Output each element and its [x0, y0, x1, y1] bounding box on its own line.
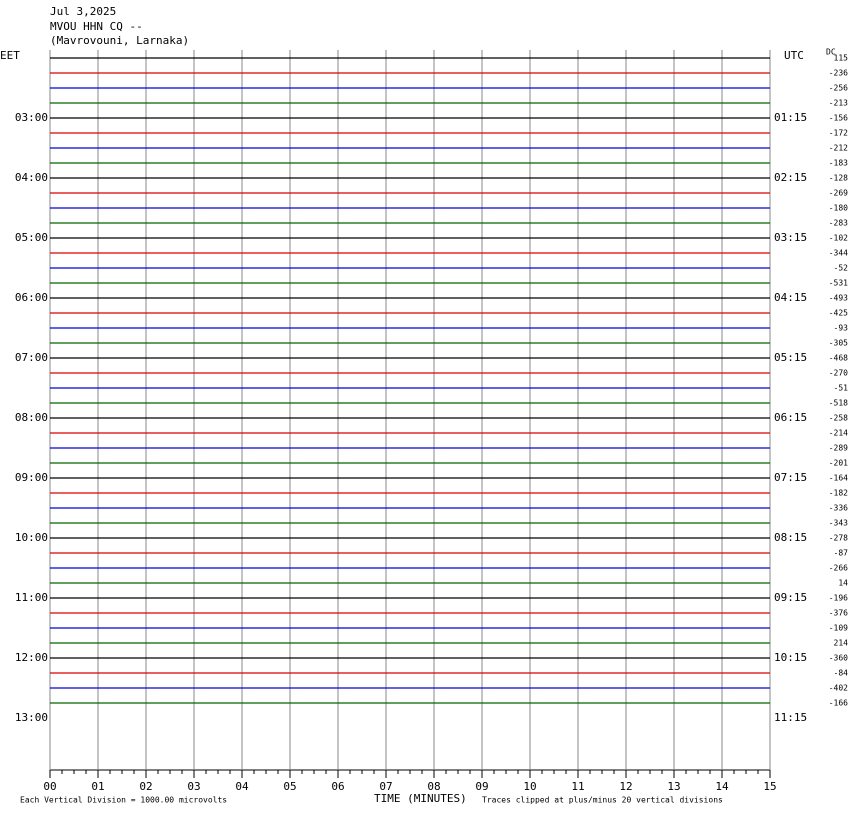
x-tick-label: 05 — [283, 780, 296, 793]
left-zone: EET — [0, 49, 20, 62]
dc-value: -360 — [829, 654, 848, 663]
x-tick-label: 15 — [763, 780, 776, 793]
dc-value: -256 — [829, 84, 848, 93]
dc-value: -269 — [829, 189, 848, 198]
dc-value: -109 — [829, 624, 848, 633]
x-tick-label: 08 — [427, 780, 440, 793]
left-time-label: 09:00 — [15, 471, 48, 484]
dc-value: -180 — [829, 204, 848, 213]
x-tick-label: 09 — [475, 780, 488, 793]
right-time-label: 05:15 — [774, 351, 807, 364]
left-time-label: 13:00 — [15, 711, 48, 724]
dc-value: -52 — [834, 264, 849, 273]
right-time-label: 10:15 — [774, 651, 807, 664]
dc-value: -93 — [834, 324, 849, 333]
dc-value: -214 — [829, 429, 848, 438]
x-tick-label: 01 — [91, 780, 104, 793]
dc-value: -172 — [829, 129, 848, 138]
dc-value: -283 — [829, 219, 848, 228]
dc-value: -376 — [829, 609, 848, 618]
left-time-label: 12:00 — [15, 651, 48, 664]
dc-value: -236 — [829, 69, 848, 78]
left-time-label: 06:00 — [15, 291, 48, 304]
right-time-label: 04:15 — [774, 291, 807, 304]
left-time-label: 04:00 — [15, 171, 48, 184]
title-date: Jul 3,2025 — [50, 5, 116, 18]
right-time-label: 03:15 — [774, 231, 807, 244]
dc-value: -343 — [829, 519, 848, 528]
right-time-label: 02:15 — [774, 171, 807, 184]
dc-value: -258 — [829, 414, 848, 423]
dc-value: -289 — [829, 444, 848, 453]
dc-value: -493 — [829, 294, 848, 303]
dc-value: -425 — [829, 309, 848, 318]
dc-value: -102 — [829, 234, 848, 243]
x-tick-label: 10 — [523, 780, 536, 793]
right-time-label: 07:15 — [774, 471, 807, 484]
dc-value: -87 — [834, 549, 849, 558]
x-axis-label: TIME (MINUTES) — [374, 792, 467, 805]
x-tick-label: 13 — [667, 780, 680, 793]
dc-label: DC — [826, 48, 836, 57]
x-tick-label: 03 — [187, 780, 200, 793]
x-tick-label: 02 — [139, 780, 152, 793]
dc-value: -266 — [829, 564, 848, 573]
dc-value: -183 — [829, 159, 848, 168]
dc-value: -84 — [834, 669, 849, 678]
dc-value: -468 — [829, 354, 848, 363]
dc-value: -344 — [829, 249, 848, 258]
dc-value: -156 — [829, 114, 848, 123]
dc-value: 115 — [834, 54, 849, 63]
dc-value: -166 — [829, 699, 848, 708]
dc-value: -402 — [829, 684, 848, 693]
left-time-label: 11:00 — [15, 591, 48, 604]
dc-value: -305 — [829, 339, 848, 348]
left-time-label: 05:00 — [15, 231, 48, 244]
dc-value: 214 — [834, 639, 849, 648]
dc-value: -278 — [829, 534, 848, 543]
title-location: (Mavrovouni, Larnaka) — [50, 34, 189, 47]
title-station: MVOU HHN CQ -- — [50, 20, 143, 33]
dc-value: -128 — [829, 174, 848, 183]
left-time-label: 10:00 — [15, 531, 48, 544]
clip-note: Traces clipped at plus/minus 20 vertical… — [482, 796, 723, 805]
dc-value: -212 — [829, 144, 848, 153]
dc-value: -51 — [834, 384, 849, 393]
left-time-label: 08:00 — [15, 411, 48, 424]
left-time-label: 03:00 — [15, 111, 48, 124]
right-time-label: 01:15 — [774, 111, 807, 124]
x-tick-label: 14 — [715, 780, 729, 793]
dc-value: -182 — [829, 489, 848, 498]
dc-value: -336 — [829, 504, 848, 513]
left-time-label: 07:00 — [15, 351, 48, 364]
right-time-label: 06:15 — [774, 411, 807, 424]
scale-note: Each Vertical Division = 1000.00 microvo… — [20, 796, 227, 805]
right-time-label: 09:15 — [774, 591, 807, 604]
x-tick-label: 12 — [619, 780, 632, 793]
dc-value: -270 — [829, 369, 848, 378]
x-tick-label: 00 — [43, 780, 56, 793]
x-tick-label: 07 — [379, 780, 392, 793]
right-time-label: 08:15 — [774, 531, 807, 544]
dc-value: 14 — [838, 579, 848, 588]
dc-value: -213 — [829, 99, 848, 108]
dc-value: -196 — [829, 594, 848, 603]
right-time-label: 11:15 — [774, 711, 807, 724]
dc-value: -518 — [829, 399, 848, 408]
dc-value: -164 — [829, 474, 848, 483]
x-tick-label: 06 — [331, 780, 344, 793]
dc-value: -531 — [829, 279, 848, 288]
dc-value: -201 — [829, 459, 848, 468]
right-zone: UTC — [784, 49, 804, 62]
x-tick-label: 11 — [571, 780, 584, 793]
x-tick-label: 04 — [235, 780, 249, 793]
